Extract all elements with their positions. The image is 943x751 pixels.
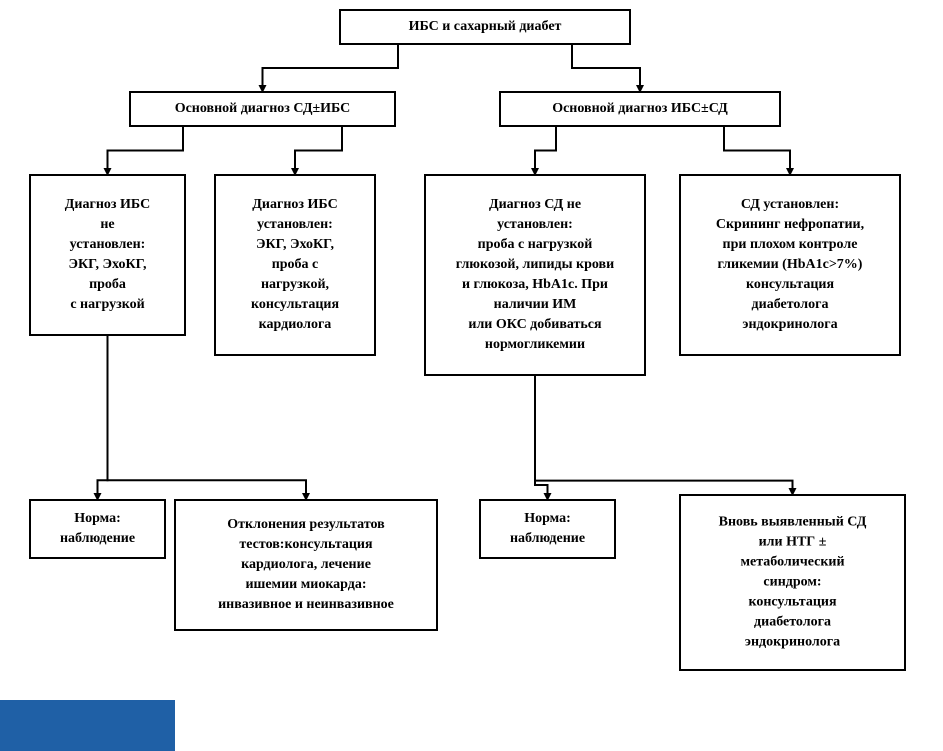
node-n3: Основной диагноз ИБС±СД xyxy=(500,92,780,126)
node-label-line: Скрининг нефропатии, xyxy=(716,217,864,232)
node-box xyxy=(30,500,165,558)
node-label-line: ИБС и сахарный диабет xyxy=(409,19,562,34)
edge xyxy=(535,375,793,495)
edge xyxy=(572,44,640,92)
node-label: Основной диагноз СД±ИБС xyxy=(175,101,351,116)
edge xyxy=(98,335,108,500)
node-label-line: нагрузкой, xyxy=(261,277,329,292)
node-label-line: и глюкоза, HbA1c. При xyxy=(462,277,608,292)
nodes-layer: ИБС и сахарный диабет Основной диагноз СД… xyxy=(30,10,905,670)
node-n5: Диагноз ИБС установлен: ЭКГ, ЭхоКГ, проба с… xyxy=(215,175,375,355)
node-label-line: Отклонения результатов xyxy=(227,517,385,532)
edge xyxy=(108,335,307,500)
node-label-line: наличии ИМ xyxy=(494,297,577,312)
node-label-line: СД установлен: xyxy=(741,197,839,212)
node-label-line: нормогликемии xyxy=(485,337,585,352)
node-label-line: проба с xyxy=(272,257,319,272)
node-label-line: установлен: xyxy=(257,217,333,232)
node-label-line: синдром: xyxy=(763,575,821,590)
node-label-line: Основной диагноз СД±ИБС xyxy=(175,101,351,116)
node-label-line: консультация xyxy=(251,297,340,312)
node-label: Основной диагноз ИБС±СД xyxy=(552,101,728,116)
node-label-line: ЭКГ, ЭхоКГ, xyxy=(256,237,334,252)
node-label-line: глюкозой, липиды крови xyxy=(456,257,614,272)
node-n1: ИБС и сахарный диабет xyxy=(340,10,630,44)
node-label-line: проба с нагрузкой xyxy=(478,237,593,252)
node-label-line: Диагноз ИБС xyxy=(65,197,150,212)
node-label-line: установлен: xyxy=(497,217,573,232)
node-n9: Отклонения результатов тестов:консультаци… xyxy=(175,500,437,630)
node-label-line: метаболический xyxy=(740,555,844,570)
node-label: Отклонения результатов тестов:консультаци… xyxy=(218,517,394,612)
node-label-line: наблюдение xyxy=(510,531,585,546)
node-label-line: с нагрузкой xyxy=(70,297,144,312)
edge xyxy=(263,44,399,92)
node-n2: Основной диагноз СД±ИБС xyxy=(130,92,395,126)
node-label-line: проба xyxy=(89,277,126,292)
node-label-line: ЭКГ, ЭхоКГ, xyxy=(69,257,147,272)
edge xyxy=(108,126,184,175)
node-label-line: кардиолога, лечение xyxy=(241,557,371,572)
edge xyxy=(535,126,556,175)
node-label-line: ишемии миокарда: xyxy=(245,577,366,592)
node-label-line: Основной диагноз ИБС±СД xyxy=(552,101,728,116)
node-label-line: кардиолога xyxy=(259,317,332,332)
node-label-line: консультация xyxy=(746,277,835,292)
node-n8: Норма: наблюдение xyxy=(30,500,165,558)
node-label-line: инвазивное и неинвазивное xyxy=(218,597,394,612)
node-label-line: эндокринолога xyxy=(742,317,837,332)
node-label-line: диабетолога xyxy=(752,297,829,312)
node-label-line: или НТГ ± xyxy=(759,535,827,550)
node-label-line: Диагноз ИБС xyxy=(252,197,337,212)
node-label-line: Норма: xyxy=(74,511,121,526)
node-label-line: Вновь выявленный СД xyxy=(719,515,867,530)
node-label: ИБС и сахарный диабет xyxy=(409,19,562,34)
node-label-line: наблюдение xyxy=(60,531,135,546)
node-label-line: гликемии (HbA1c>7%) xyxy=(718,257,863,272)
node-label-line: не xyxy=(100,217,114,232)
node-n7: СД установлен: Скрининг нефропатии, при пл… xyxy=(680,175,900,355)
footer-block xyxy=(0,700,175,751)
node-label-line: Норма: xyxy=(524,511,571,526)
node-n10: Норма: наблюдение xyxy=(480,500,615,558)
node-label-line: при плохом контроле xyxy=(723,237,858,252)
node-n4: Диагноз ИБС не установлен: ЭКГ, ЭхоКГ, проба… xyxy=(30,175,185,335)
edge xyxy=(295,126,342,175)
node-label-line: тестов:консультация xyxy=(239,537,373,552)
edge xyxy=(724,126,790,175)
node-n6: Диагноз СД не установлен: проба с нагрузко… xyxy=(425,175,645,375)
node-label-line: или ОКС добиваться xyxy=(468,317,602,332)
node-label-line: эндокринолога xyxy=(745,635,840,650)
flowchart-canvas: ИБС и сахарный диабет Основной диагноз СД… xyxy=(0,0,943,751)
node-box xyxy=(480,500,615,558)
node-label-line: консультация xyxy=(748,595,837,610)
node-n11: Вновь выявленный СД или НТГ ± метаболическ… xyxy=(680,495,905,670)
node-label-line: установлен: xyxy=(70,237,146,252)
node-label-line: диабетолога xyxy=(754,615,831,630)
node-label-line: Диагноз СД не xyxy=(489,197,581,212)
